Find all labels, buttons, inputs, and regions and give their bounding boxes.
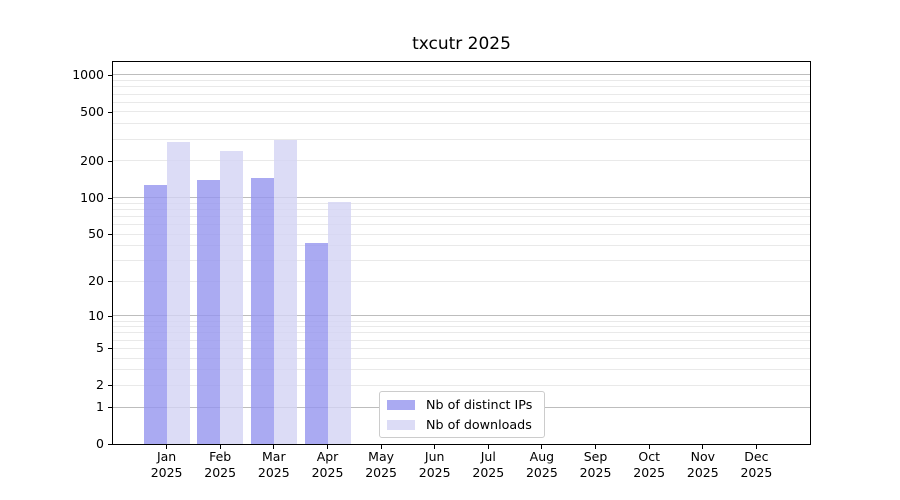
x-tick-label-oct: Oct 2025	[633, 449, 666, 480]
gridline-minor	[113, 223, 810, 225]
y-tick-label: 10	[88, 307, 104, 323]
gridline-minor	[113, 208, 810, 210]
x-tick-label-mar: Mar 2025	[257, 449, 290, 480]
y-tick-mark	[108, 444, 112, 445]
gridline-major	[113, 74, 810, 76]
gridline-minor	[113, 260, 810, 262]
gridline-minor	[113, 202, 810, 204]
x-tick-label-sep: Sep 2025	[579, 449, 612, 480]
y-tick-label: 100	[80, 189, 104, 205]
y-tick-mark	[108, 234, 112, 235]
legend: Nb of distinct IPs Nb of downloads	[379, 391, 545, 438]
x-tick-mark	[595, 445, 596, 449]
x-tick-mark	[219, 445, 221, 449]
bar-downloads-apr	[327, 201, 351, 444]
gridline-major	[113, 197, 810, 198]
bar-distinct-ips-mar	[250, 177, 274, 444]
y-tick-label: 200	[80, 152, 104, 168]
y-tick-mark	[108, 385, 112, 387]
x-tick-label-feb: Feb 2025	[204, 449, 237, 480]
bar-downloads-feb	[220, 151, 244, 444]
y-tick-label: 0	[96, 436, 104, 451]
x-tick-label-apr: Apr 2025	[311, 449, 344, 480]
x-tick-mark	[327, 445, 328, 449]
gridline-minor	[113, 347, 810, 349]
bar-distinct-ips-feb	[197, 180, 221, 444]
gridline-minor	[113, 339, 810, 341]
gridline-minor	[113, 160, 810, 162]
y-tick-mark	[108, 111, 112, 113]
y-tick-label: 50	[88, 226, 104, 241]
x-tick-label-nov: Nov 2025	[686, 449, 719, 480]
x-tick-mark	[434, 445, 436, 449]
y-tick-mark	[108, 74, 112, 76]
legend-entry-downloads: Nb of downloads	[387, 417, 544, 433]
y-tick-mark	[108, 315, 112, 317]
bar-distinct-ips-jan	[143, 184, 167, 444]
x-tick-label-aug: Aug 2025	[525, 449, 558, 480]
y-tick-mark	[108, 281, 112, 283]
y-tick-label: 2	[96, 377, 104, 393]
gridline-minor	[113, 123, 810, 125]
gridline-minor	[113, 332, 810, 334]
x-tick-mark	[380, 445, 382, 449]
x-tick-mark	[755, 445, 757, 449]
gridline-minor	[113, 233, 810, 235]
x-tick-label-dec: Dec 2025	[740, 449, 773, 480]
y-tick-mark	[108, 407, 112, 408]
y-tick-label: 1	[96, 399, 104, 414]
gridline-minor	[113, 80, 810, 82]
y-tick-mark	[108, 348, 112, 350]
gridline-minor	[113, 111, 810, 113]
legend-label-downloads: Nb of downloads	[426, 416, 532, 432]
x-tick-label-jun: Jun 2025	[418, 449, 451, 480]
gridline-minor	[113, 138, 810, 140]
x-tick-mark	[702, 445, 704, 449]
x-tick-mark	[273, 445, 275, 449]
gridline-minor	[113, 384, 810, 386]
legend-label-distinct-ips: Nb of distinct IPs	[426, 396, 533, 412]
y-tick-label: 1000	[72, 66, 104, 82]
plot-area	[112, 61, 811, 445]
legend-swatch-downloads	[387, 419, 415, 430]
gridline-minor	[113, 101, 810, 103]
legend-swatch-distinct-ips	[387, 399, 415, 410]
y-tick-label: 500	[80, 103, 104, 119]
gridline-minor	[113, 369, 810, 371]
y-tick-label: 5	[96, 340, 104, 356]
chart-title: txcutr 2025	[412, 34, 511, 54]
gridline-minor	[113, 320, 810, 322]
gridline-minor	[113, 326, 810, 328]
gridline-minor	[113, 93, 810, 95]
y-tick-mark	[108, 160, 112, 162]
bars-layer	[113, 62, 810, 444]
x-tick-mark	[541, 445, 543, 449]
x-tick-label-jul: Jul 2025	[472, 449, 505, 480]
gridline-minor	[113, 245, 810, 247]
x-tick-mark	[648, 445, 650, 449]
bar-downloads-mar	[273, 139, 297, 444]
y-tick-mark	[108, 197, 112, 199]
gridline-minor	[113, 280, 810, 282]
x-tick-mark	[166, 445, 168, 449]
bar-distinct-ips-apr	[304, 243, 328, 444]
gridline-major	[113, 315, 810, 317]
gridline-minor	[113, 215, 810, 217]
grid-layer	[113, 62, 810, 444]
gridline-minor	[113, 357, 810, 359]
x-tick-mark	[487, 445, 489, 449]
y-tick-label: 20	[88, 273, 104, 289]
legend-entry-distinct-ips: Nb of distinct IPs	[387, 397, 544, 413]
bar-downloads-jan	[166, 141, 190, 444]
x-tick-label-may: May 2025	[365, 449, 397, 480]
gridline-minor	[113, 86, 810, 88]
x-tick-label-jan: Jan 2025	[150, 449, 183, 480]
